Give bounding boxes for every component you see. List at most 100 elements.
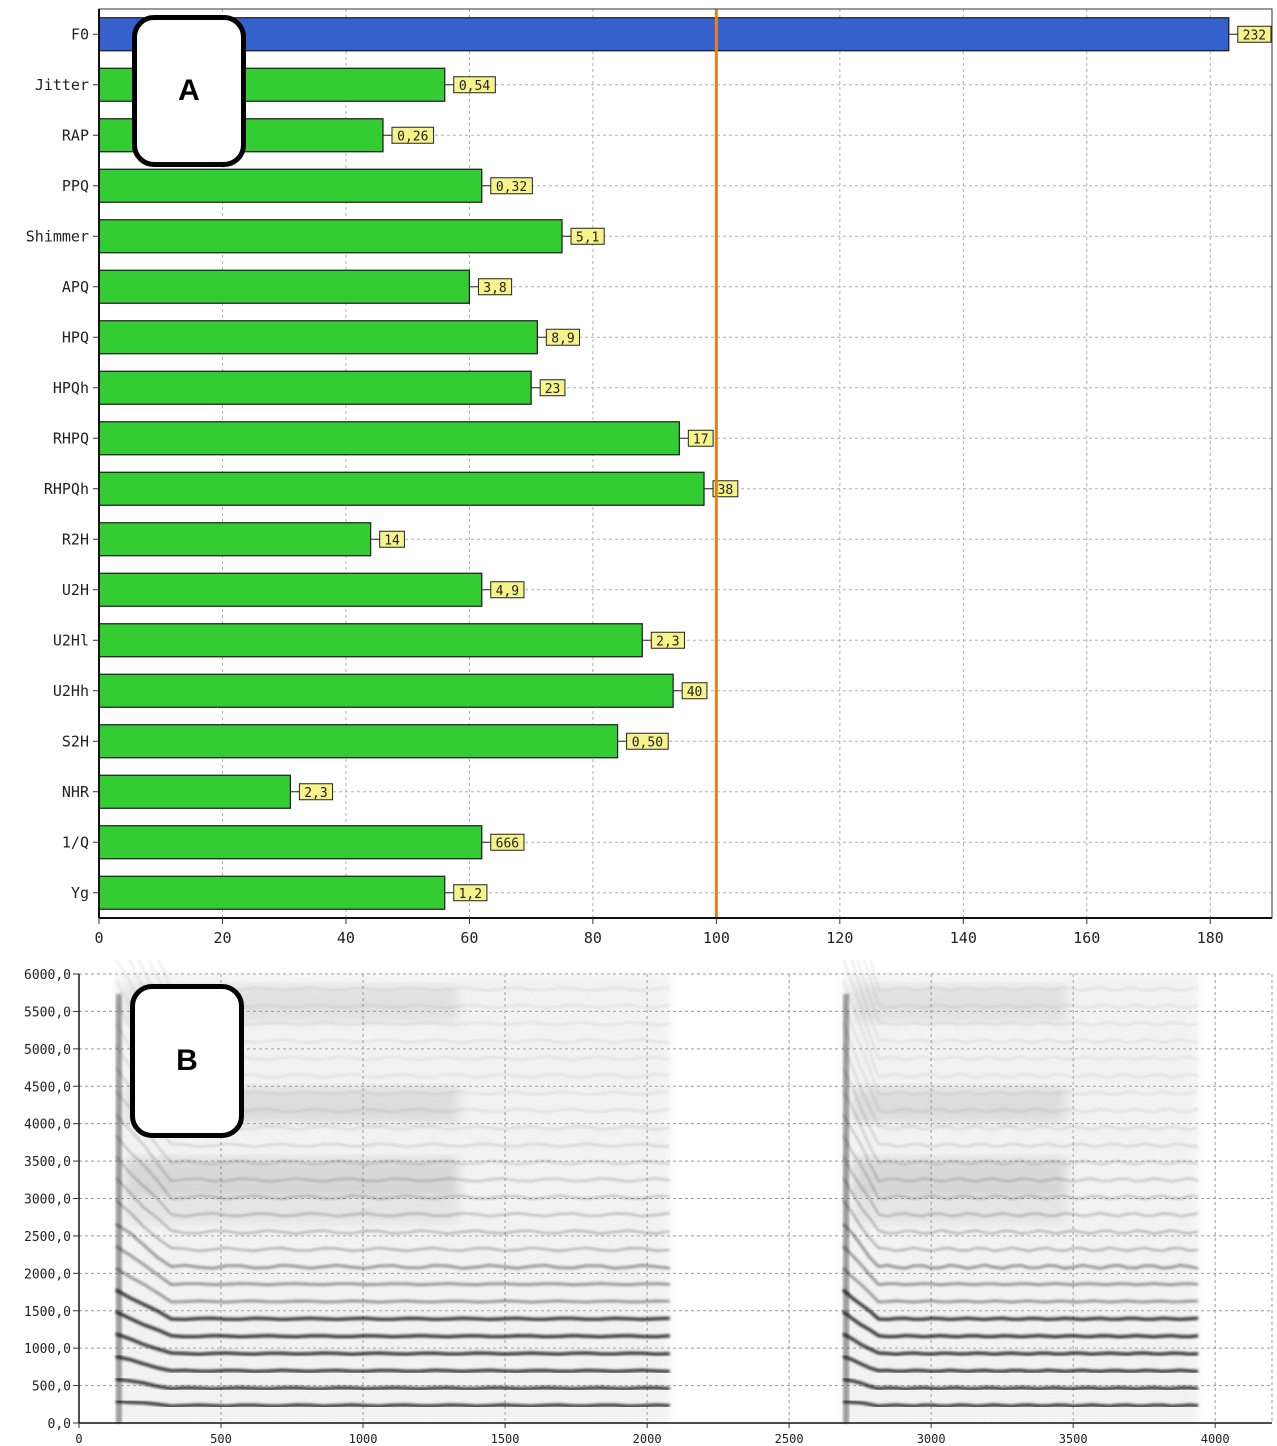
b-harmonic xyxy=(842,1001,1199,1096)
b-harmonic xyxy=(842,1355,1199,1374)
b-harmonic xyxy=(115,1177,670,1235)
b-harmonic xyxy=(115,1200,670,1252)
b-spectrogram-image xyxy=(115,960,1199,1423)
a-bar xyxy=(98,219,563,254)
bar-chart-a: 232 0,54 0,26 0,32 5,1 3,8 8,9 23 17 38 14 4,9 2,3 40… xyxy=(26,8,1273,947)
b-harmonic xyxy=(115,1288,670,1321)
a-data-label: 666 xyxy=(496,836,519,851)
a-xtick-label: 0 xyxy=(94,929,103,947)
a-data-label-box xyxy=(453,76,496,94)
a-data-label: 5,1 xyxy=(576,230,599,245)
b-harmonic xyxy=(115,1355,670,1374)
a-bar xyxy=(98,320,538,355)
b-ytick-label: 3000,0 xyxy=(24,1193,71,1208)
a-data-label-box xyxy=(539,379,566,397)
panel-label-b: B xyxy=(130,984,244,1138)
a-bar xyxy=(98,269,471,304)
b-ytick-label: 5000,0 xyxy=(24,1043,71,1058)
a-data-label-box xyxy=(681,682,708,700)
b-harmonic xyxy=(115,1245,670,1286)
a-data-label-box xyxy=(490,581,525,599)
b-harmonic xyxy=(863,960,1199,1009)
a-bar xyxy=(98,168,483,203)
a-category-label: NHR xyxy=(62,783,90,801)
b-xtick-label: 1500 xyxy=(491,1432,520,1446)
a-category-label: HPQ xyxy=(62,328,89,346)
a-category-label: Jitter xyxy=(35,76,89,94)
a-category-label: RAP xyxy=(62,126,89,144)
a-data-label: 0,32 xyxy=(496,180,527,195)
a-bar xyxy=(98,522,372,557)
panel-label-a: A xyxy=(132,15,246,167)
b-harmonic xyxy=(115,1377,670,1391)
b-harmonic xyxy=(842,1177,1199,1235)
a-data-label-box xyxy=(453,884,488,902)
b-harmonic xyxy=(842,1399,1199,1408)
b-harmonic xyxy=(842,1091,1199,1165)
b-harmonic xyxy=(842,1310,1199,1339)
b-xtick-label: 1000 xyxy=(349,1432,378,1446)
b-xtick-label: 0 xyxy=(75,1432,82,1446)
a-data-label-box xyxy=(477,278,513,296)
a-category-label: 1/Q xyxy=(62,833,89,851)
a-data-label-box xyxy=(712,480,739,498)
a-data-label-box xyxy=(1237,25,1272,43)
a-data-label: 38 xyxy=(718,483,734,498)
b-harmonic xyxy=(869,960,1199,992)
a-bar xyxy=(98,673,674,708)
a-xtick-label: 180 xyxy=(1197,929,1224,947)
b-ytick-label: 500,0 xyxy=(32,1380,71,1395)
a-bar xyxy=(98,875,446,910)
b-xtick-label: 3500 xyxy=(1059,1432,1088,1446)
a-data-label: 0,54 xyxy=(459,79,490,94)
b-axes: 0,0 500,0 1000,0 1500,0 2000,0 2500,0 3000,0 35… xyxy=(24,968,1272,1446)
a-category-label: R2H xyxy=(62,530,89,548)
a-axes: F0 Jitter RAP PPQ Shimmer APQ HPQ HPQh RHPQ RHPQh… xyxy=(26,8,1273,947)
b-harmonic xyxy=(842,1267,1199,1304)
a-category-label: RHPQ xyxy=(53,429,89,447)
a-category-label: RHPQh xyxy=(44,480,89,498)
a-bar xyxy=(98,471,705,506)
a-data-label-box xyxy=(545,328,581,346)
a-category-label: U2Hl xyxy=(53,631,89,649)
a-data-label-box xyxy=(570,227,605,245)
b-xtick-label: 4000 xyxy=(1201,1432,1230,1446)
b-harmonic xyxy=(851,960,1199,1044)
b-harmonic xyxy=(842,1200,1199,1252)
a-data-label: 0,50 xyxy=(632,735,663,750)
a-category-label: APQ xyxy=(62,278,89,296)
b-onset xyxy=(115,994,122,1423)
a-data-label: 2,3 xyxy=(304,786,327,801)
a-bar xyxy=(98,421,680,456)
a-category-label: S2H xyxy=(62,732,89,750)
a-xtick-label: 160 xyxy=(1073,929,1100,947)
b-ytick-label: 1500,0 xyxy=(24,1305,71,1320)
a-bar xyxy=(98,17,1230,52)
b-formant-band xyxy=(853,1187,1067,1224)
b-ytick-label: 2000,0 xyxy=(24,1267,71,1282)
b-harmonic xyxy=(115,1155,670,1217)
a-data-label-box xyxy=(650,631,685,649)
a-data-label: 0,26 xyxy=(397,129,428,144)
a-xtick-label: 140 xyxy=(950,929,977,947)
a-category-label: U2Hh xyxy=(53,682,89,700)
a-data-label: 2,3 xyxy=(656,634,679,649)
b-ytick-label: 2500,0 xyxy=(24,1230,71,1245)
a-xtick-label: 120 xyxy=(826,929,853,947)
a-bar xyxy=(98,623,643,658)
a-data-label: 3,8 xyxy=(483,281,506,296)
b-ytick-label: 1000,0 xyxy=(24,1342,71,1357)
b-ytick-label: 6000,0 xyxy=(24,968,71,983)
b-ytick-label: 3500,0 xyxy=(24,1155,71,1170)
a-data-label: 8,9 xyxy=(551,331,574,346)
a-data-label-box xyxy=(490,177,533,195)
b-ytick-label: 0,0 xyxy=(48,1417,71,1432)
b-formant-band xyxy=(125,1187,459,1224)
b-harmonic xyxy=(115,1399,670,1408)
b-harmonic xyxy=(842,1288,1199,1321)
b-onset xyxy=(843,994,850,1423)
a-data-label-box xyxy=(379,530,405,548)
a-data-label-box xyxy=(298,783,334,801)
a-bar xyxy=(98,572,483,607)
a-data-label-box xyxy=(687,429,714,447)
